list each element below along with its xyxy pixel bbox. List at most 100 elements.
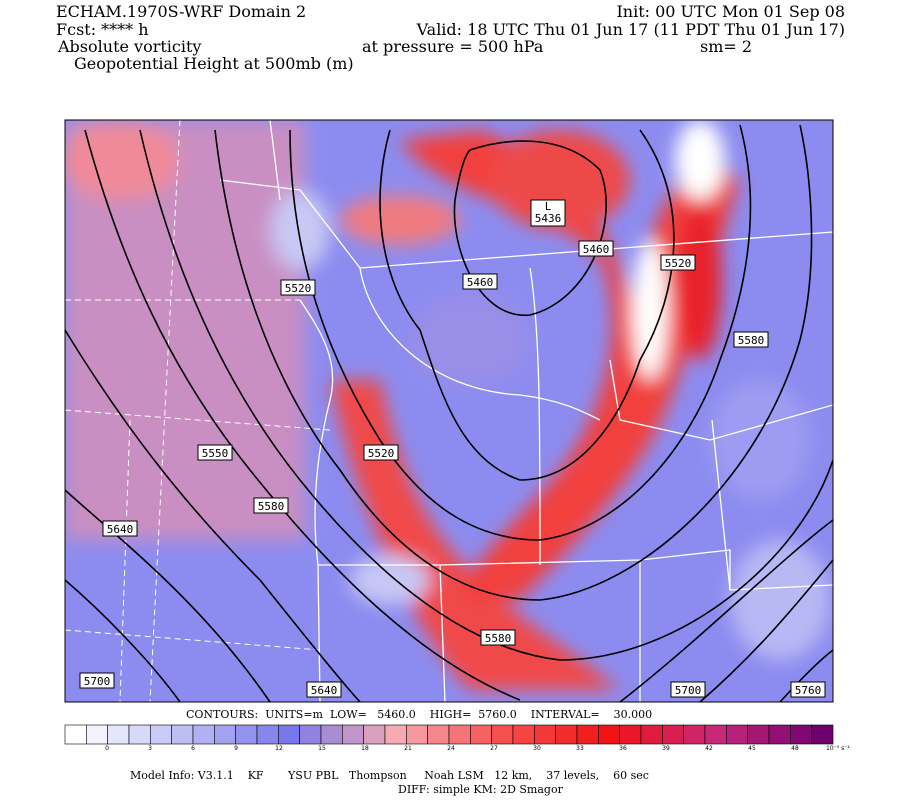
colorbar-label: 15 — [318, 745, 326, 752]
colorbar-label: 6 — [191, 745, 195, 752]
colorbar-box — [64, 724, 87, 745]
contour-label: 5520 — [285, 282, 312, 295]
colorbar-box — [811, 724, 834, 745]
contour-label-box — [253, 497, 289, 514]
low-marker: L — [545, 200, 552, 213]
colorbar-label: 9 — [234, 745, 238, 752]
colorbar-box — [619, 724, 642, 745]
contour-label-box — [306, 681, 342, 698]
colorbar-box — [86, 724, 108, 745]
contour-label: 5550 — [202, 447, 229, 460]
colorbar-box — [576, 724, 599, 745]
contour-label-box — [79, 672, 115, 689]
contour-label-box — [462, 273, 498, 290]
colorbar-box — [512, 724, 535, 745]
colorbar-label: 27 — [490, 745, 498, 752]
colorbar-label: 12 — [275, 745, 283, 752]
colorbar-box — [150, 724, 172, 745]
colorbar-box — [534, 724, 556, 745]
colorbar-box — [726, 724, 748, 745]
valid-time: Valid: 18 UTC Thu 01 Jun 17 (11 PDT Thu … — [416, 20, 845, 39]
colorbar-label: 30 — [533, 745, 541, 752]
colorbar-box — [342, 724, 364, 745]
colorbar-label: 48 — [791, 745, 799, 752]
colorbar-box — [235, 724, 258, 745]
colorbar-label: 21 — [404, 745, 412, 752]
contour-label-box — [660, 254, 696, 271]
contour-label: 5460 — [467, 276, 494, 289]
contour-info: CONTOURS: UNITS=m LOW= 5460.0 HIGH= 5760… — [186, 708, 652, 721]
colorbar-label: 0 — [105, 745, 109, 752]
colorbar-box — [278, 724, 300, 745]
contour-label: 5640 — [107, 523, 134, 536]
contour-label-box — [578, 240, 614, 257]
pressure-level: at pressure = 500 hPa — [362, 37, 544, 56]
contour-label-box — [102, 520, 138, 537]
contour-label: 5580 — [738, 334, 765, 347]
contour-label-box — [790, 681, 826, 698]
contour-label-box — [280, 279, 316, 296]
diff-info: DIFF: simple KM: 2D Smagor — [398, 783, 564, 796]
colorbar-box — [683, 724, 706, 745]
colorbar-box — [363, 724, 386, 745]
colorbar-box — [790, 724, 812, 745]
colorbar-box — [320, 724, 343, 745]
colorbar-box — [491, 724, 514, 745]
colorbar-box — [555, 724, 578, 745]
model-info: Model Info: V3.1.1 KF YSU PBL Thompson N… — [130, 769, 649, 782]
colorbar-box — [768, 724, 791, 745]
contour-label-box — [733, 331, 769, 348]
contour-label: 5700 — [84, 675, 111, 688]
colorbar-box — [171, 724, 194, 745]
contour-label: 5436 — [535, 212, 562, 225]
colorbar-box — [448, 724, 471, 745]
contour-label: 5580 — [258, 500, 285, 513]
contour-label: 5760 — [795, 684, 822, 697]
colorbar-box — [406, 724, 428, 745]
colorbar-box — [747, 724, 770, 745]
colorbar-box — [640, 724, 663, 745]
contour-field-name: Geopotential Height at 500mb (m) — [74, 54, 354, 73]
contour-label: 5520 — [665, 257, 692, 270]
colorbar-box — [704, 724, 727, 745]
colorbar-label: 42 — [705, 745, 713, 752]
colorbar-box — [192, 724, 215, 745]
vorticity-field — [65, 120, 833, 702]
init-time: Init: 00 UTC Mon 01 Sep 08 — [616, 2, 845, 21]
field-name: Absolute vorticity — [57, 37, 201, 56]
colorbar-box — [128, 724, 151, 745]
colorbar-box — [214, 724, 236, 745]
colorbar-label: 36 — [619, 745, 627, 752]
colorbar-label: 3 — [148, 745, 152, 752]
colorbar-box — [662, 724, 684, 745]
colorbar-box — [107, 724, 130, 745]
colorbar-label: 24 — [447, 745, 455, 752]
colorbar-unit: 10⁻⁵ s⁻¹ — [826, 745, 850, 752]
colorbar-label: 33 — [576, 745, 584, 752]
contour-label-box — [197, 444, 233, 461]
colorbar-label: 18 — [361, 745, 369, 752]
colorbar-box — [256, 724, 279, 745]
contour-label-box — [670, 681, 706, 698]
colorbar-box — [427, 724, 450, 745]
contour-label: 5520 — [368, 447, 395, 460]
contour-label-box — [480, 629, 516, 646]
colorbar: 0 3 6 9 12 15 18 21 24 27 30 33 36 39 42 45 48 — [64, 724, 834, 752]
contour-label: 5700 — [675, 684, 702, 697]
contour-label: 5580 — [485, 632, 512, 645]
colorbar-box — [598, 724, 620, 745]
forecast-hour: Fcst: **** h — [56, 20, 149, 39]
colorbar-box — [299, 724, 322, 745]
contour-label: 5460 — [583, 243, 610, 256]
smoothing: sm= 2 — [700, 37, 752, 56]
colorbar-box — [470, 724, 492, 745]
map-frame — [64, 119, 834, 703]
contour-labels: L 5436 — [530, 199, 566, 227]
colorbar-box — [384, 724, 407, 745]
colorbar-label: 45 — [748, 745, 756, 752]
contour-label: 5640 — [311, 684, 338, 697]
colorbar-label: 39 — [662, 745, 670, 752]
model-title: ECHAM.1970S-WRF Domain 2 — [56, 2, 306, 21]
